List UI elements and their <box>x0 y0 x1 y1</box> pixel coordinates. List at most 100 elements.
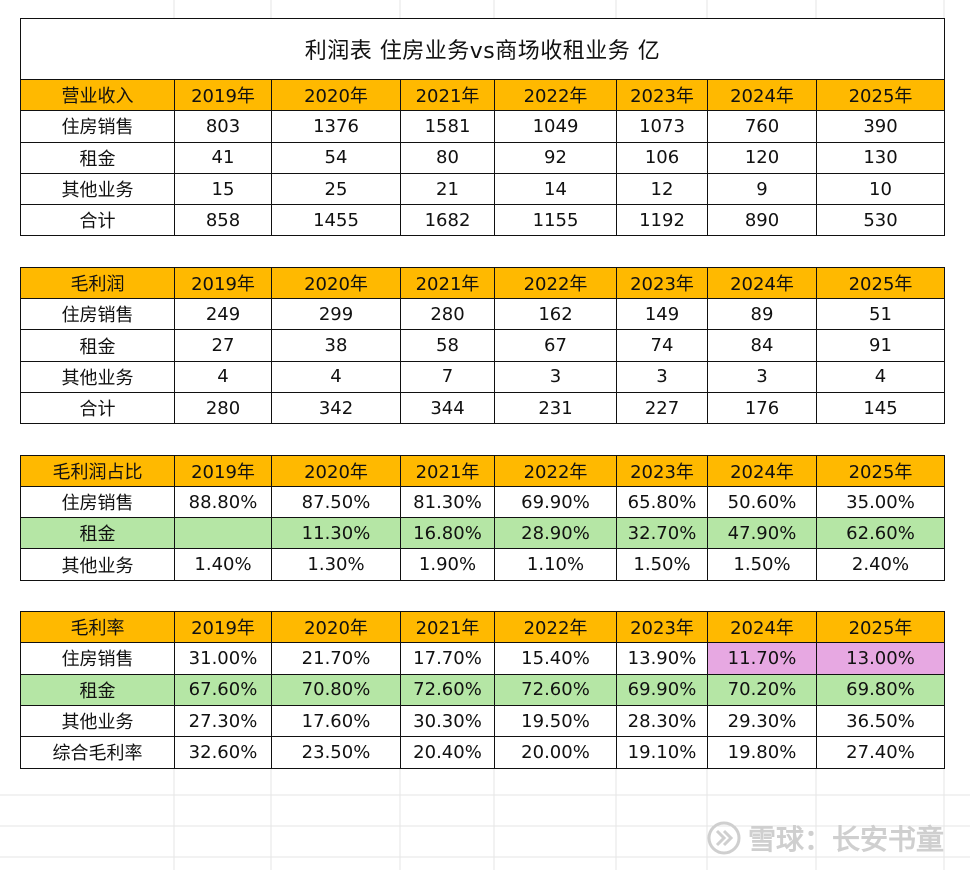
table-row: 其他业务 1.40% 1.30% 1.90% 1.10% 1.50% 1.50% 2.40% <box>20 548 945 581</box>
table-cell: 84 <box>707 329 817 362</box>
table-title: 利润表 住房业务vs商场收租业务 亿 <box>20 18 945 80</box>
table-cell: 70.80% <box>271 673 401 706</box>
year-header: 2024年 <box>707 611 817 644</box>
table-cell: 27.30% <box>174 704 272 738</box>
year-header: 2023年 <box>616 454 708 487</box>
table-cell: 29.30% <box>707 704 817 738</box>
table-cell: 32.60% <box>174 736 272 769</box>
section-header-row: 营业收入 2019年 2020年 2021年 2022年 2023年 2024年 2025年 <box>20 78 945 112</box>
table-cell: 36.50% <box>816 704 945 738</box>
table-cell: 87.50% <box>271 485 401 519</box>
table-cell: 249 <box>174 298 272 331</box>
table-cell: 1.90% <box>400 548 495 581</box>
row-label: 合计 <box>20 391 175 425</box>
table-cell: 1049 <box>494 110 617 143</box>
snowball-logo-icon <box>707 821 741 855</box>
year-header: 2021年 <box>400 611 495 644</box>
table-cell: 13.00% <box>816 642 945 675</box>
table-cell: 17.70% <box>400 642 495 675</box>
table-cell: 890 <box>707 204 817 237</box>
table-cell: 10 <box>816 172 945 206</box>
row-label: 其他业务 <box>20 548 175 581</box>
table-cell: 21.70% <box>271 642 401 675</box>
year-header: 2024年 <box>707 78 817 112</box>
year-header: 2020年 <box>271 454 401 487</box>
table-row: 合计 280 342 344 231 227 176 145 <box>20 391 945 425</box>
table-cell: 72.60% <box>494 673 617 706</box>
year-header: 2023年 <box>616 78 708 112</box>
table-cell: 72.60% <box>400 673 495 706</box>
table-cell: 1.30% <box>271 548 401 581</box>
table-cell: 162 <box>494 298 617 331</box>
year-header: 2023年 <box>616 266 708 300</box>
table-cell: 231 <box>494 391 617 425</box>
year-header: 2021年 <box>400 78 495 112</box>
year-header: 2022年 <box>494 454 617 487</box>
table-cell: 390 <box>816 110 945 143</box>
section-header: 毛利率 <box>20 611 175 644</box>
table-cell: 74 <box>616 329 708 362</box>
section-header-row: 毛利润占比 2019年 2020年 2021年 2022年 2023年 2024年 2025年 <box>20 454 945 487</box>
year-header: 2024年 <box>707 266 817 300</box>
table-cell: 19.10% <box>616 736 708 769</box>
table-cell <box>174 517 272 550</box>
table-cell: 2.40% <box>816 548 945 581</box>
year-header: 2025年 <box>816 266 945 300</box>
section-header-row: 毛利率 2019年 2020年 2021年 2022年 2023年 2024年 2025年 <box>20 611 945 644</box>
table-cell: 120 <box>707 141 817 174</box>
table-cell: 89 <box>707 298 817 331</box>
year-header: 2019年 <box>174 78 272 112</box>
year-header: 2019年 <box>174 266 272 300</box>
table-cell: 11.30% <box>271 517 401 550</box>
table-cell: 65.80% <box>616 485 708 519</box>
table-cell: 38 <box>271 329 401 362</box>
table-cell: 4 <box>816 360 945 393</box>
table-cell: 4 <box>271 360 401 393</box>
table-cell: 92 <box>494 141 617 174</box>
year-header: 2022年 <box>494 266 617 300</box>
table-cell: 69.90% <box>616 673 708 706</box>
table-cell: 1581 <box>400 110 495 143</box>
table-cell: 145 <box>816 391 945 425</box>
year-header: 2024年 <box>707 454 817 487</box>
table-cell: 1.40% <box>174 548 272 581</box>
table-cell: 13.90% <box>616 642 708 675</box>
table-cell: 12 <box>616 172 708 206</box>
table-row: 住房销售 31.00% 21.70% 17.70% 15.40% 13.90% 11.70%… <box>20 642 945 675</box>
year-header: 2025年 <box>816 611 945 644</box>
table-cell: 27.40% <box>816 736 945 769</box>
table-cell: 176 <box>707 391 817 425</box>
section-header: 毛利润占比 <box>20 454 175 487</box>
year-header: 2021年 <box>400 266 495 300</box>
table-cell: 16.80% <box>400 517 495 550</box>
table-cell: 25 <box>271 172 401 206</box>
table-cell: 14 <box>494 172 617 206</box>
table-cell: 54 <box>271 141 401 174</box>
year-header: 2020年 <box>271 611 401 644</box>
table-row: 租金 27 38 58 67 74 84 91 <box>20 329 945 362</box>
spacer-row <box>20 423 945 456</box>
table-cell: 858 <box>174 204 272 237</box>
row-label: 合计 <box>20 204 175 237</box>
row-label: 租金 <box>20 329 175 362</box>
row-label: 租金 <box>20 673 175 706</box>
watermark-text: 雪球：长安书童 <box>747 823 944 856</box>
table-cell: 1682 <box>400 204 495 237</box>
table-cell: 31.00% <box>174 642 272 675</box>
table-cell: 21 <box>400 172 495 206</box>
table-cell: 1073 <box>616 110 708 143</box>
row-label: 住房销售 <box>20 298 175 331</box>
table-cell: 9 <box>707 172 817 206</box>
table-cell: 81.30% <box>400 485 495 519</box>
table-cell: 760 <box>707 110 817 143</box>
spacer-row <box>20 579 945 613</box>
table-cell: 344 <box>400 391 495 425</box>
table-cell: 41 <box>174 141 272 174</box>
table-cell: 67.60% <box>174 673 272 706</box>
row-label: 其他业务 <box>20 360 175 393</box>
table-cell: 28.90% <box>494 517 617 550</box>
table-cell: 280 <box>174 391 272 425</box>
table-cell: 280 <box>400 298 495 331</box>
table-cell: 299 <box>271 298 401 331</box>
table-row: 住房销售 803 1376 1581 1049 1073 760 390 <box>20 110 945 143</box>
